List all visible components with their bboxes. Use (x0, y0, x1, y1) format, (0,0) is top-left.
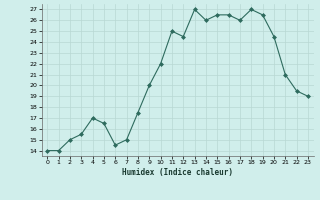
X-axis label: Humidex (Indice chaleur): Humidex (Indice chaleur) (122, 168, 233, 177)
